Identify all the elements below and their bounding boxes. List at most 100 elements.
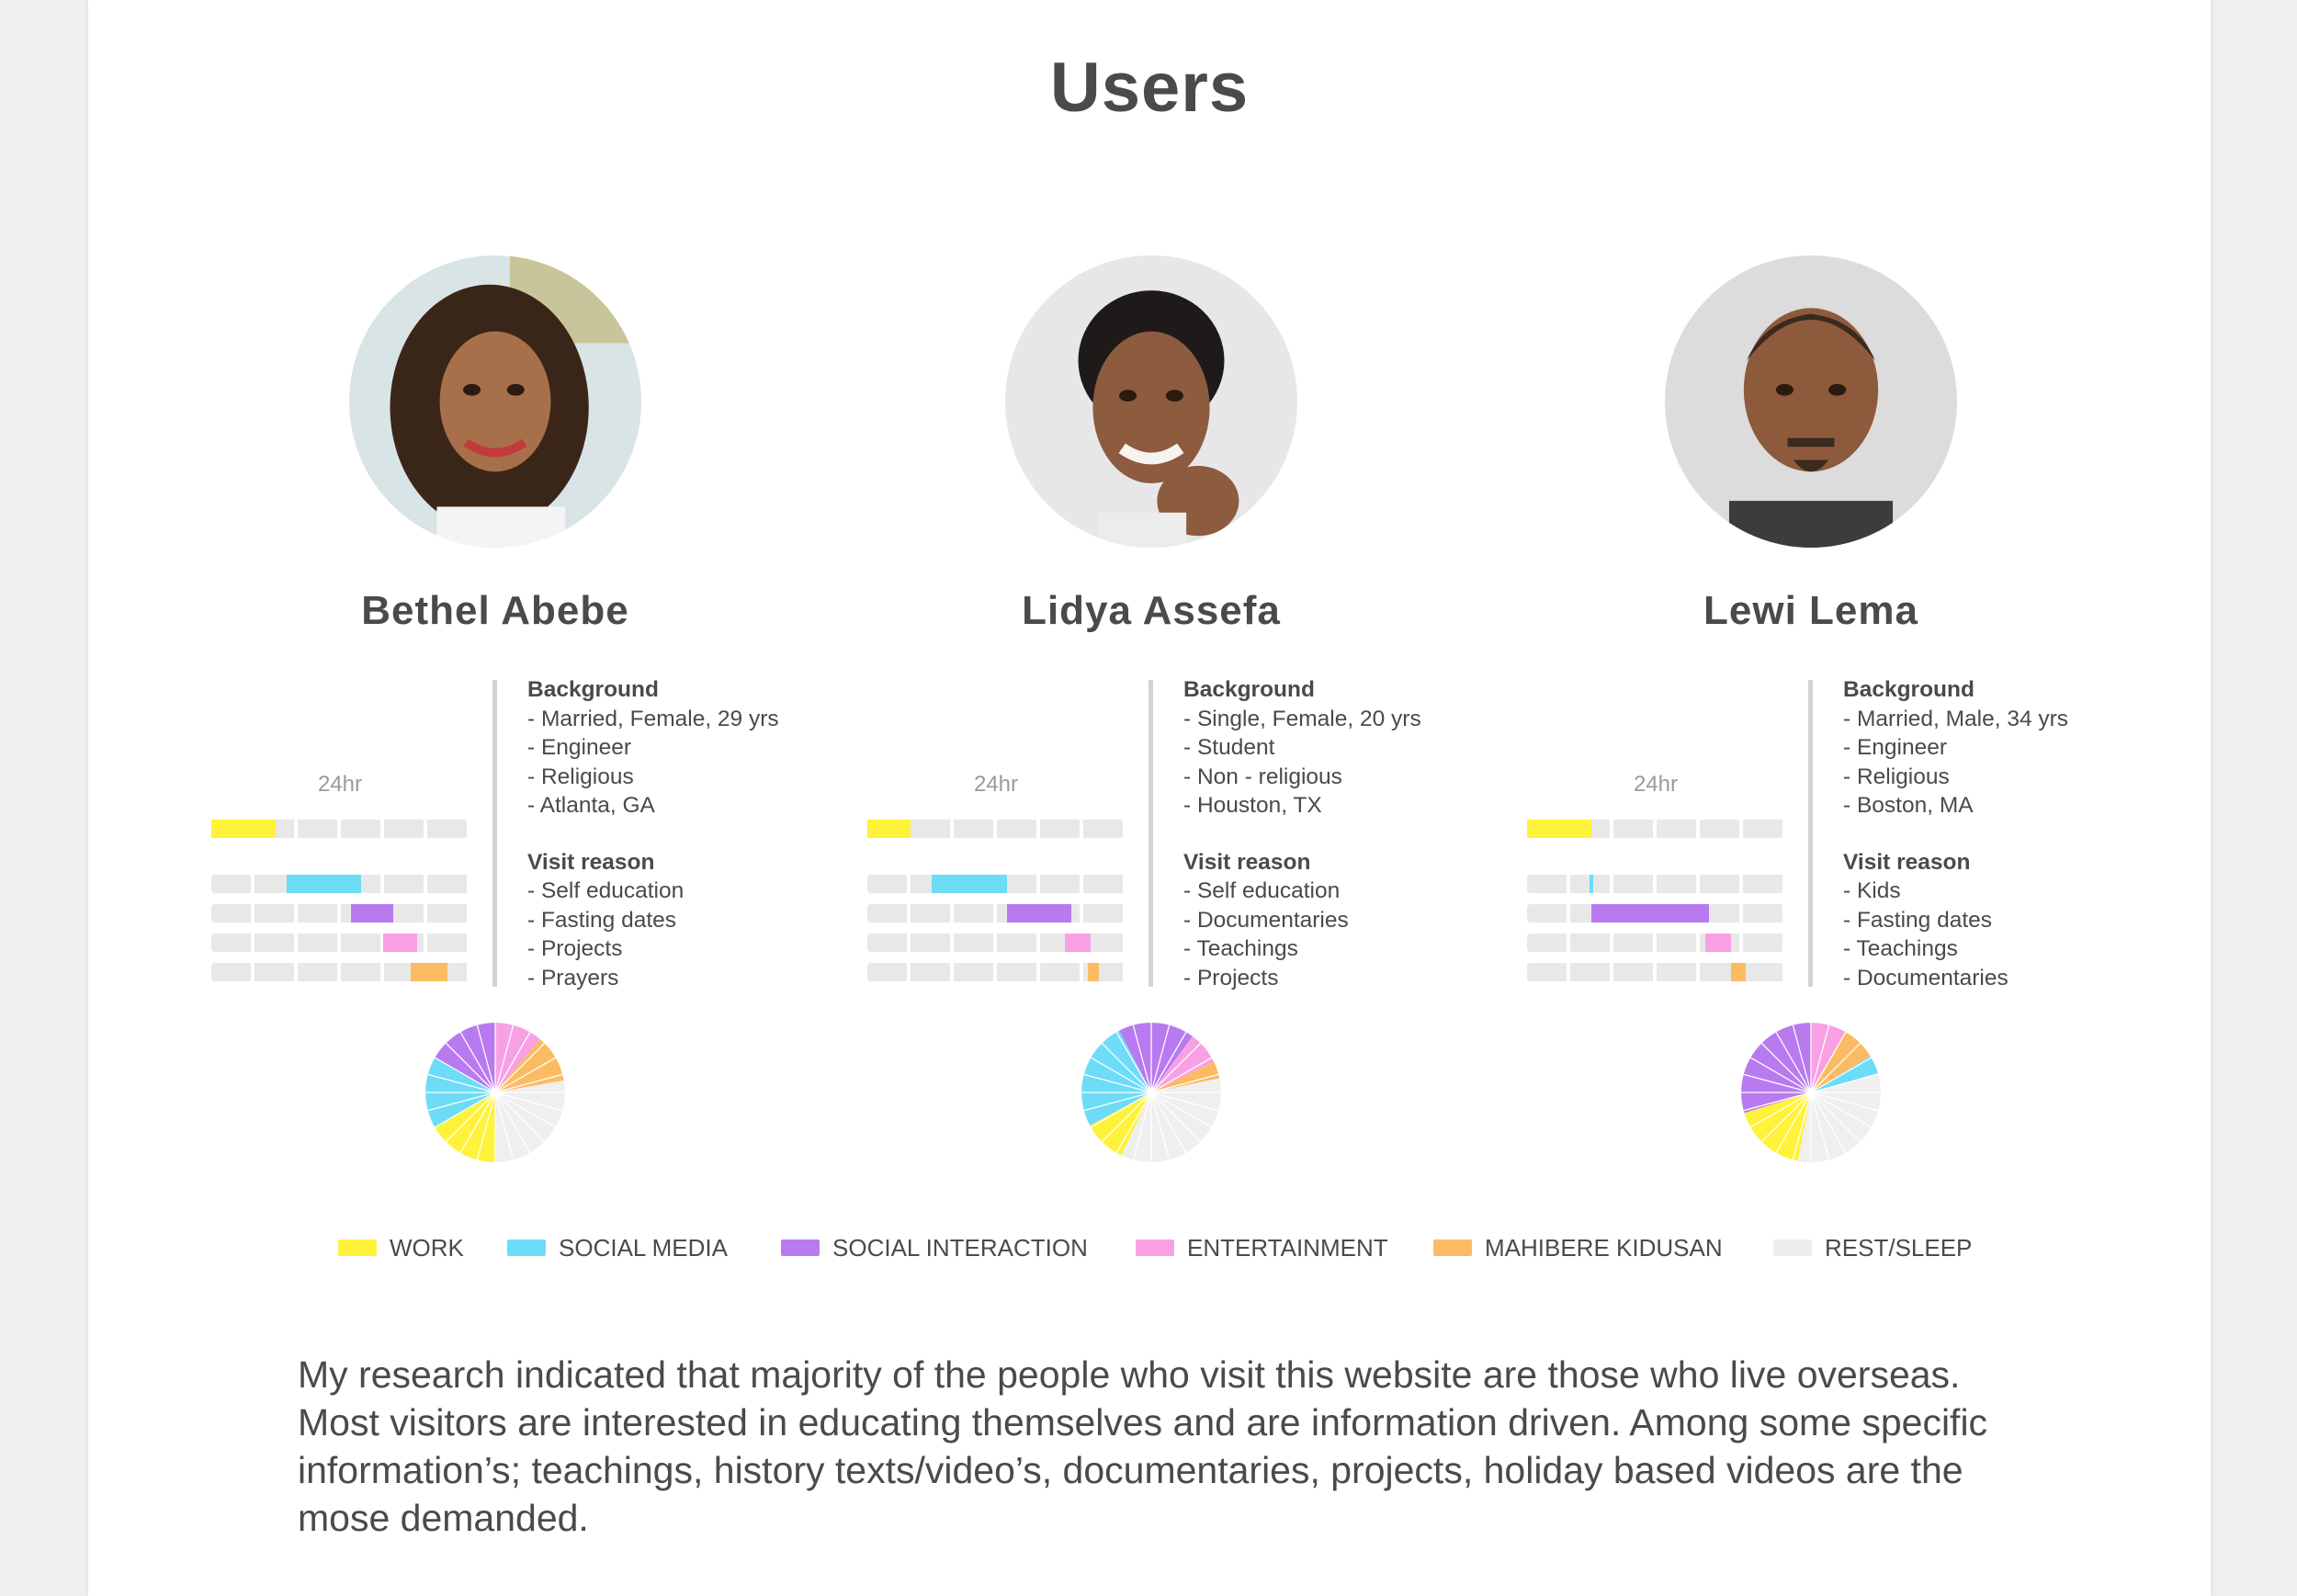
timeline-segment-mahibere-kidusan <box>1088 963 1099 981</box>
pie-divider <box>1101 1092 1152 1143</box>
legend-swatch <box>781 1239 820 1256</box>
timeline-row <box>211 820 469 838</box>
pie-divider <box>435 1057 496 1093</box>
background-line: - Atlanta, GA <box>527 793 655 818</box>
visit-reason-line: - Teachings <box>1843 936 1958 961</box>
pie-divider <box>1775 1092 1812 1153</box>
timeline-segment-work <box>1527 820 1591 838</box>
background-line: - Religious <box>1843 764 1950 789</box>
pie-slice-social-interaction <box>1119 1023 1151 1092</box>
pie-divider <box>1760 1092 1812 1143</box>
background-line: - Religious <box>527 764 634 789</box>
pie-divider <box>1743 1073 1812 1093</box>
background-line: - Boston, MA <box>1843 793 1974 818</box>
pie-divider <box>476 1024 496 1093</box>
legend-swatch <box>338 1239 377 1256</box>
timeline-row <box>1527 934 1784 952</box>
legend-swatch <box>1136 1239 1174 1256</box>
pie-slice-entertainment <box>1811 1023 1845 1092</box>
user-info: Background - Married, Female, 29 yrs - E… <box>527 675 858 992</box>
pie-divider <box>435 1092 496 1128</box>
background-heading: Background <box>1183 677 1315 702</box>
pie-slice-social-media <box>1081 1030 1151 1126</box>
pie-divider <box>1150 1092 1212 1128</box>
legend-item: SOCIAL INTERACTION <box>781 1229 1088 1266</box>
pie-divider <box>445 1042 496 1093</box>
pie-divider <box>1792 1024 1812 1093</box>
day-timeline <box>1527 820 1784 985</box>
user-avatar <box>1665 255 1957 548</box>
user-avatar <box>349 255 641 548</box>
visit-reason-line: - Fasting dates <box>527 907 677 933</box>
time-pie-chart <box>423 1020 568 1165</box>
visit-reason-line: - Fasting dates <box>1843 907 1993 933</box>
user-info: Background - Single, Female, 20 yrs - St… <box>1183 675 1514 992</box>
divider-line <box>1808 680 1813 987</box>
legend-item: MAHIBERE KIDUSAN <box>1433 1229 1723 1266</box>
pie-divider <box>1743 1092 1812 1112</box>
user-card: Bethel Abebe 24hr Background - Married, … <box>211 0 910 1213</box>
visit-reason-heading: Visit reason <box>1183 849 1311 875</box>
timeline-row <box>867 963 1125 981</box>
timeline-row <box>211 963 469 981</box>
pie-divider <box>1132 1092 1152 1160</box>
timeline-segment-mahibere-kidusan <box>1730 963 1746 981</box>
background-line: - Houston, TX <box>1183 793 1322 818</box>
pie-divider <box>1091 1092 1152 1128</box>
legend: WORK SOCIAL MEDIA SOCIAL INTERACTION ENT… <box>88 1229 2211 1266</box>
visit-reason-line: - Kids <box>1843 878 1901 903</box>
legend-label: REST/SLEEP <box>1825 1233 1973 1262</box>
pie-divider <box>1150 1024 1171 1093</box>
pie-divider <box>1810 1092 1879 1112</box>
pie-divider <box>494 1032 531 1093</box>
timeline-segment-social-interaction <box>1591 904 1710 923</box>
legend-swatch <box>507 1239 546 1256</box>
pie-slice-social-interaction <box>1741 1023 1811 1114</box>
pie-divider <box>1115 1032 1152 1093</box>
timeline-row <box>1527 963 1784 981</box>
pie-slice-work <box>435 1092 495 1162</box>
visit-reason-heading: Visit reason <box>527 849 655 875</box>
timeline-segment-entertainment <box>1064 934 1091 952</box>
visit-reason-heading: Visit reason <box>1843 849 1971 875</box>
woman-portrait-icon <box>349 255 641 548</box>
timeline-segment-entertainment <box>382 934 417 952</box>
background-heading: Background <box>1843 677 1975 702</box>
pie-divider <box>494 1073 563 1093</box>
timeline-segment-mahibere-kidusan <box>411 963 447 981</box>
day-timeline <box>867 820 1125 985</box>
pie-divider <box>1810 1042 1861 1093</box>
legend-item: REST/SLEEP <box>1773 1229 1972 1266</box>
timeline-segment-social-media <box>1589 875 1594 893</box>
visit-reason-line: - Self education <box>527 878 685 903</box>
visit-reason-line: - Teachings <box>1183 936 1298 961</box>
pie-divider <box>1810 1092 1861 1143</box>
pie-slice-rest-sleep <box>1121 1078 1221 1162</box>
visit-reason-line: - Documentaries <box>1183 907 1349 933</box>
user-card: Lidya Assefa 24hr Background - Single, F… <box>867 0 1566 1213</box>
pie-divider <box>1132 1024 1152 1093</box>
legend-label: SOCIAL MEDIA <box>559 1233 728 1262</box>
pie-divider <box>1101 1042 1152 1093</box>
pie-divider <box>445 1092 496 1143</box>
legend-swatch <box>1433 1239 1472 1256</box>
pie-divider <box>494 1092 515 1160</box>
pie-divider <box>494 1042 546 1093</box>
day-timeline <box>211 820 469 985</box>
pie-divider <box>494 1092 563 1112</box>
background-line: - Single, Female, 20 yrs <box>1183 706 1421 731</box>
pie-divider <box>1150 1032 1187 1093</box>
timeline-segment-social-interaction <box>1006 904 1071 923</box>
pie-divider <box>1083 1073 1152 1093</box>
pie-slice-mahibere-kidusan <box>1151 1061 1220 1092</box>
pie-divider <box>476 1092 496 1160</box>
timeline-row <box>867 820 1125 838</box>
pie-divider <box>494 1024 515 1093</box>
divider-line <box>1148 680 1153 987</box>
pie-divider <box>1775 1032 1812 1093</box>
visit-reason-line: - Self education <box>1183 878 1341 903</box>
timeline-row <box>1527 820 1784 838</box>
pie-slice-entertainment <box>495 1023 540 1092</box>
pie-svg <box>1741 1023 1881 1162</box>
background-heading: Background <box>527 677 659 702</box>
